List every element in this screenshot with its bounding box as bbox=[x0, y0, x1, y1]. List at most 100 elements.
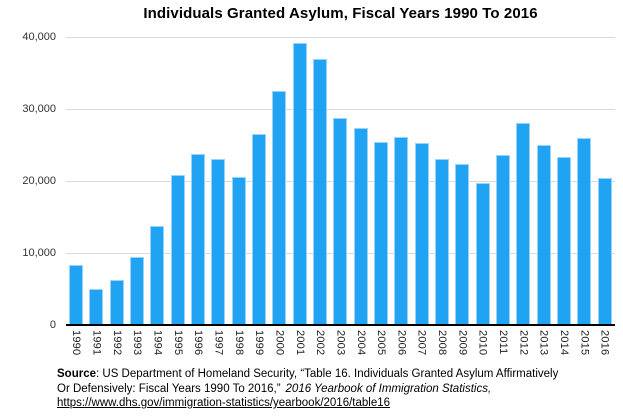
bar-2001 bbox=[292, 42, 307, 325]
bar-2005 bbox=[374, 142, 389, 325]
bar-2012 bbox=[516, 122, 531, 325]
bar-slot-2009 bbox=[452, 37, 472, 325]
x-tick-slot: 1998 bbox=[229, 330, 249, 355]
x-tick-slot: 2015 bbox=[574, 330, 594, 355]
x-tick-slot: 2009 bbox=[452, 330, 472, 355]
bar-1994 bbox=[150, 225, 165, 325]
x-tick-slot: 2006 bbox=[391, 330, 411, 355]
y-axis-labels: 40,000 30,000 20,000 10,000 0 bbox=[0, 31, 56, 331]
x-tick-label: 2015 bbox=[578, 330, 591, 356]
bar-1997 bbox=[211, 159, 226, 325]
x-tick-label: 2011 bbox=[497, 330, 510, 355]
x-tick-label: 2012 bbox=[517, 330, 530, 356]
bar-2010 bbox=[475, 183, 490, 325]
bar-slot-2005 bbox=[371, 37, 391, 325]
source-line-1: Source: US Department of Homeland Securi… bbox=[57, 367, 615, 382]
gridline bbox=[66, 108, 615, 110]
bar-slot-1990 bbox=[66, 37, 86, 325]
x-tick-label: 2003 bbox=[334, 330, 347, 356]
bar-slot-2004 bbox=[351, 37, 371, 325]
y-tick-label: 20,000 bbox=[22, 175, 56, 187]
x-tick-label: 2014 bbox=[558, 330, 571, 356]
bars bbox=[66, 37, 615, 325]
source-citation-italic: 2016 Yearbook of Immigration Statistics, bbox=[285, 382, 492, 395]
x-tick-slot: 2005 bbox=[371, 330, 391, 355]
bar-slot-1999 bbox=[249, 37, 269, 325]
x-tick-slot: 2013 bbox=[534, 330, 554, 355]
x-tick-slot: 2008 bbox=[432, 330, 452, 355]
bar-1995 bbox=[170, 175, 185, 325]
bar-1991 bbox=[89, 289, 104, 325]
x-tick-slot: 1995 bbox=[168, 330, 188, 355]
bar-2013 bbox=[536, 145, 551, 325]
bar-slot-2011 bbox=[493, 37, 513, 325]
x-tick-slot: 1996 bbox=[188, 330, 208, 355]
bar-slot-1996 bbox=[188, 37, 208, 325]
bar-2016 bbox=[597, 178, 612, 325]
x-tick-slot: 2011 bbox=[493, 330, 513, 355]
bar-slot-2012 bbox=[513, 37, 533, 325]
bar-slot-1997 bbox=[208, 37, 228, 325]
bar-2007 bbox=[414, 142, 429, 325]
x-tick-slot: 2003 bbox=[330, 330, 350, 355]
y-tick-label: 10,000 bbox=[22, 247, 56, 259]
x-tick-label: 2002 bbox=[314, 330, 327, 356]
x-tick-slot: 1991 bbox=[86, 330, 106, 355]
bar-1993 bbox=[130, 256, 145, 325]
x-tick-slot: 2014 bbox=[554, 330, 574, 355]
x-tick-label: 1991 bbox=[90, 330, 103, 356]
source-line-3: https://www.dhs.gov/immigration-statisti… bbox=[57, 396, 615, 411]
x-tick-slot: 2000 bbox=[269, 330, 289, 355]
bar-slot-2013 bbox=[534, 37, 554, 325]
source-line-2: Or Defensively: Fiscal Years 1990 To 201… bbox=[57, 382, 615, 397]
x-tick-label: 1994 bbox=[151, 330, 164, 356]
x-tick-slot: 1999 bbox=[249, 330, 269, 355]
bar-2003 bbox=[333, 118, 348, 325]
y-tick-label: 40,000 bbox=[22, 31, 56, 43]
x-tick-slot: 2012 bbox=[513, 330, 533, 355]
x-tick-label: 2013 bbox=[537, 330, 550, 356]
bar-1996 bbox=[191, 154, 206, 325]
x-tick-slot: 2001 bbox=[290, 330, 310, 355]
bar-1992 bbox=[109, 279, 124, 325]
x-tick-label: 2008 bbox=[436, 330, 449, 356]
bar-1999 bbox=[252, 134, 267, 325]
bar-2006 bbox=[394, 137, 409, 325]
bar-2015 bbox=[577, 137, 592, 325]
chart-title: Individuals Granted Asylum, Fiscal Years… bbox=[143, 5, 538, 22]
source-citation: Source: US Department of Homeland Securi… bbox=[57, 367, 615, 411]
x-tick-label: 2009 bbox=[456, 330, 469, 356]
bar-slot-1993 bbox=[127, 37, 147, 325]
x-tick-label: 2000 bbox=[273, 330, 286, 356]
x-tick-label: 1990 bbox=[70, 330, 83, 356]
source-link[interactable]: https://www.dhs.gov/immigration-statisti… bbox=[57, 397, 391, 409]
x-tick-slot: 2007 bbox=[412, 330, 432, 355]
x-tick-label: 2001 bbox=[293, 330, 306, 356]
bar-slot-2006 bbox=[391, 37, 411, 325]
x-tick-label: 1995 bbox=[171, 330, 184, 356]
x-tick-slot: 1993 bbox=[127, 330, 147, 355]
x-tick-label: 1999 bbox=[253, 330, 266, 356]
bar-2000 bbox=[272, 91, 287, 325]
bar-1998 bbox=[231, 177, 246, 325]
bar-2011 bbox=[496, 155, 511, 325]
bar-2002 bbox=[313, 59, 328, 325]
bar-slot-2000 bbox=[269, 37, 289, 325]
bar-slot-2015 bbox=[574, 37, 594, 325]
bar-slot-2002 bbox=[310, 37, 330, 325]
x-tick-label: 2006 bbox=[395, 330, 408, 356]
bar-slot-2016 bbox=[595, 37, 615, 325]
bar-2004 bbox=[353, 128, 368, 325]
x-axis-labels: 1990 1991 1992 1993 1994 1995 1996 1997 1998 1999… bbox=[66, 330, 615, 355]
plot-area bbox=[66, 36, 615, 326]
bar-1990 bbox=[69, 264, 84, 325]
x-tick-label: 2005 bbox=[375, 330, 388, 356]
bar-slot-2010 bbox=[473, 37, 493, 325]
bar-slot-1994 bbox=[147, 37, 167, 325]
x-tick-slot: 2010 bbox=[473, 330, 493, 355]
bar-slot-2008 bbox=[432, 37, 452, 325]
x-tick-slot: 2004 bbox=[351, 330, 371, 355]
bar-2014 bbox=[557, 157, 572, 325]
bar-slot-1991 bbox=[86, 37, 106, 325]
x-axis-baseline bbox=[66, 324, 615, 326]
